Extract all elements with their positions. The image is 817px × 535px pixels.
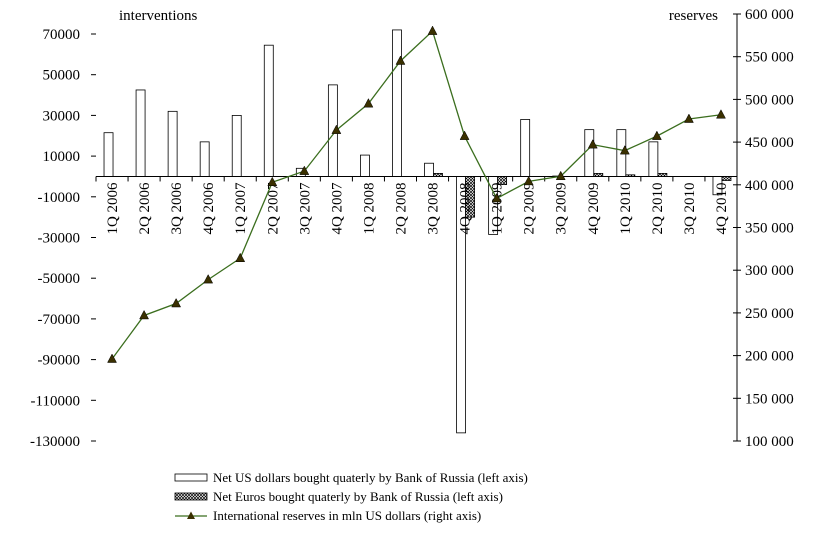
right-tick-label: 250 000 bbox=[745, 306, 794, 322]
reserves-point-15 bbox=[587, 139, 598, 149]
left-tick-label: 30000 bbox=[43, 108, 81, 124]
left-tick-label: 50000 bbox=[43, 68, 81, 84]
category-label: 1Q 2006 bbox=[105, 182, 121, 235]
category-label: 2Q 2009 bbox=[522, 182, 538, 234]
usd-bar-9 bbox=[392, 29, 402, 177]
right-tick-label: 300 000 bbox=[745, 263, 794, 279]
reserves-point-8 bbox=[363, 98, 374, 108]
right-axis-title: reserves bbox=[669, 8, 718, 24]
usd-bar-13 bbox=[520, 119, 531, 177]
reserves-point-1 bbox=[139, 309, 149, 320]
reserves-point-19 bbox=[716, 109, 726, 119]
category-label: 1Q 2008 bbox=[361, 182, 377, 234]
usd-bar-3 bbox=[199, 141, 210, 177]
legend-marker bbox=[187, 511, 195, 519]
right-tick-label: 400 000 bbox=[745, 178, 794, 194]
category-label: 2Q 2007 bbox=[265, 182, 281, 235]
legend-label-1: Net Euros bought quaterly by Bank of Rus… bbox=[213, 489, 503, 504]
category-label: 3Q 2010 bbox=[682, 182, 698, 234]
reserves-point-18 bbox=[684, 113, 694, 123]
category-label: 4Q 2009 bbox=[586, 182, 602, 234]
eur-bar-19 bbox=[721, 176, 732, 181]
legend-label-0: Net US dollars bought quaterly by Bank o… bbox=[213, 470, 528, 485]
right-tick-label: 600 000 bbox=[745, 7, 794, 23]
category-label: 3Q 2007 bbox=[297, 182, 313, 235]
right-tick-label: 200 000 bbox=[745, 349, 794, 365]
reserves-point-14 bbox=[555, 170, 566, 181]
category-label: 4Q 2008 bbox=[458, 182, 474, 234]
category-label: 1Q 2010 bbox=[618, 182, 634, 234]
reserves-point-12 bbox=[491, 192, 502, 203]
reserves-point-17 bbox=[651, 130, 662, 140]
category-label: 3Q 2006 bbox=[169, 182, 185, 235]
category-label: 3Q 2009 bbox=[554, 182, 570, 234]
left-tick-label: -130000 bbox=[30, 434, 80, 450]
right-tick-label: 150 000 bbox=[745, 391, 794, 407]
reserves-point-5 bbox=[267, 176, 278, 186]
left-tick-label: 70000 bbox=[43, 27, 81, 43]
left-tick-label: -110000 bbox=[31, 393, 80, 409]
reserves-point-13 bbox=[523, 175, 534, 186]
legend: Net US dollars bought quaterly by Bank o… bbox=[174, 470, 528, 523]
right-tick-label: 350 000 bbox=[745, 221, 794, 237]
usd-bar-4 bbox=[231, 115, 242, 177]
category-label: 2Q 2008 bbox=[393, 182, 409, 234]
reserves-point-6 bbox=[299, 165, 310, 175]
category-label: 4Q 2010 bbox=[714, 182, 730, 234]
left-tick-label: -10000 bbox=[38, 190, 81, 206]
usd-bar-15 bbox=[584, 129, 595, 177]
usd-bar-1 bbox=[135, 89, 146, 177]
right-tick-label: 100 000 bbox=[745, 434, 794, 450]
reserves-point-2 bbox=[171, 297, 182, 308]
reserves-line-layer bbox=[107, 25, 726, 363]
legend-label-2: International reserves in mln US dollars… bbox=[213, 508, 481, 523]
category-label: 3Q 2008 bbox=[426, 182, 442, 234]
category-label: 4Q 2007 bbox=[329, 182, 345, 235]
left-tick-label: -30000 bbox=[38, 231, 81, 247]
right-tick-label: 500 000 bbox=[745, 92, 794, 108]
left-tick-label: -70000 bbox=[38, 312, 81, 328]
usd-bar-0 bbox=[103, 132, 114, 177]
left-tick-label: -50000 bbox=[38, 271, 81, 287]
right-tick-label: 550 000 bbox=[745, 50, 794, 66]
legend-swatch-0 bbox=[174, 473, 208, 482]
usd-bar-2 bbox=[167, 110, 178, 177]
category-label: 4Q 2006 bbox=[201, 182, 217, 235]
right-tick-label: 450 000 bbox=[745, 135, 794, 151]
reserves-point-3 bbox=[203, 274, 214, 284]
usd-bar-5 bbox=[263, 44, 274, 177]
usd-bar-17 bbox=[648, 141, 659, 177]
reserves-point-0 bbox=[107, 353, 117, 363]
axes-layer: 70000 50000 30000 10000 -10000 -30000 -50000 -7… bbox=[30, 7, 794, 450]
reserves-point-9 bbox=[395, 55, 406, 65]
reserves-point-16 bbox=[619, 145, 630, 155]
category-label: 2Q 2010 bbox=[650, 182, 666, 234]
reserves-point-7 bbox=[331, 124, 342, 134]
left-axis-title: interventions bbox=[119, 8, 197, 24]
reserves-point-11 bbox=[459, 130, 470, 140]
reserves-line bbox=[111, 29, 722, 360]
left-tick-label: 10000 bbox=[43, 149, 81, 165]
category-label: 1Q 2007 bbox=[233, 182, 249, 235]
category-label: 2Q 2006 bbox=[137, 182, 153, 235]
reserves-point-4 bbox=[235, 252, 246, 262]
left-tick-label: -90000 bbox=[38, 353, 81, 369]
usd-bar-8 bbox=[360, 154, 370, 177]
legend-swatch-1 bbox=[174, 492, 208, 501]
reserves-point-10 bbox=[427, 25, 438, 35]
bars-layer bbox=[103, 29, 732, 434]
usd-bar-10 bbox=[424, 162, 434, 177]
